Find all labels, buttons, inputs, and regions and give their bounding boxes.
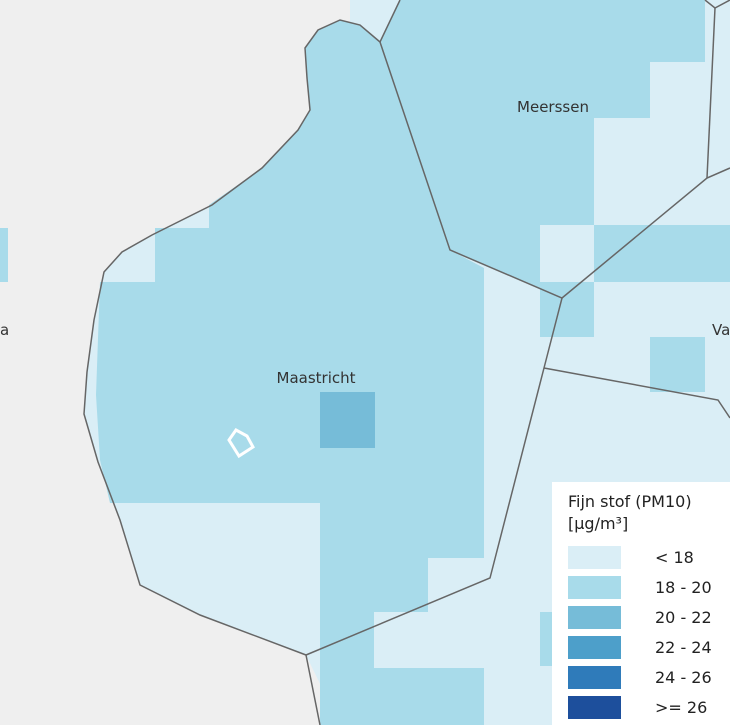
pm10-area-mid-maastricht <box>96 20 484 725</box>
legend-title: Fijn stof (PM10) <box>568 492 692 511</box>
pm10-cell-mid-east <box>650 337 705 392</box>
legend-entry: >= 26 <box>568 692 730 722</box>
pm10-cell-mid-left-edge <box>0 228 8 282</box>
pm10-area-mid-east <box>594 225 730 282</box>
boundary-maastricht <box>83 19 381 656</box>
boundary-east-diagonal <box>561 167 730 299</box>
location-marker-outline[interactable] <box>227 428 255 459</box>
pm10-cell-20-22 <box>320 392 375 448</box>
legend-label: 20 - 22 <box>655 607 712 627</box>
pm10-cell-mid-bottom-2 <box>374 668 484 725</box>
pm10-area-mid-meerssen <box>380 0 705 298</box>
place-label-maastricht: Maastricht <box>277 369 356 387</box>
place-label-va: Va <box>712 321 730 339</box>
pm10-cell-mid-bottom <box>540 612 552 666</box>
legend-swatch <box>568 695 621 719</box>
municipal-boundaries <box>83 0 730 725</box>
legend-swatch <box>568 605 621 629</box>
legend-label: >= 26 <box>655 697 708 717</box>
legend-swatch <box>568 575 621 599</box>
legend-entry: 20 - 22 <box>568 602 730 632</box>
boundary-south-east <box>543 367 730 419</box>
legend-entry: 24 - 26 <box>568 662 730 692</box>
legend-swatch <box>568 635 621 659</box>
legend-label: < 18 <box>655 547 694 567</box>
boundary-north-east <box>706 7 716 179</box>
pm10-legend: Fijn stof (PM10) [µg/m³] < 18 18 - 20 20… <box>552 482 730 725</box>
legend-entry: 18 - 20 <box>568 572 730 602</box>
legend-unit: [µg/m³] <box>568 514 629 533</box>
legend-swatch <box>568 545 621 569</box>
boundary-meerssen-west <box>379 0 401 43</box>
legend-swatch <box>568 665 621 689</box>
place-label-a-left: a <box>0 321 9 339</box>
legend-label: 18 - 20 <box>655 577 712 597</box>
legend-entries: < 18 18 - 20 20 - 22 22 - 24 24 - 26 >= … <box>568 542 730 722</box>
place-label-meerssen: Meerssen <box>517 98 589 116</box>
legend-entry: < 18 <box>568 542 730 572</box>
legend-entry: 22 - 24 <box>568 632 730 662</box>
legend-label: 22 - 24 <box>655 637 712 657</box>
legend-label: 24 - 26 <box>655 667 712 687</box>
boundary-meerssen-east <box>704 0 730 9</box>
pm10-area-mid-east-strip <box>540 282 594 337</box>
